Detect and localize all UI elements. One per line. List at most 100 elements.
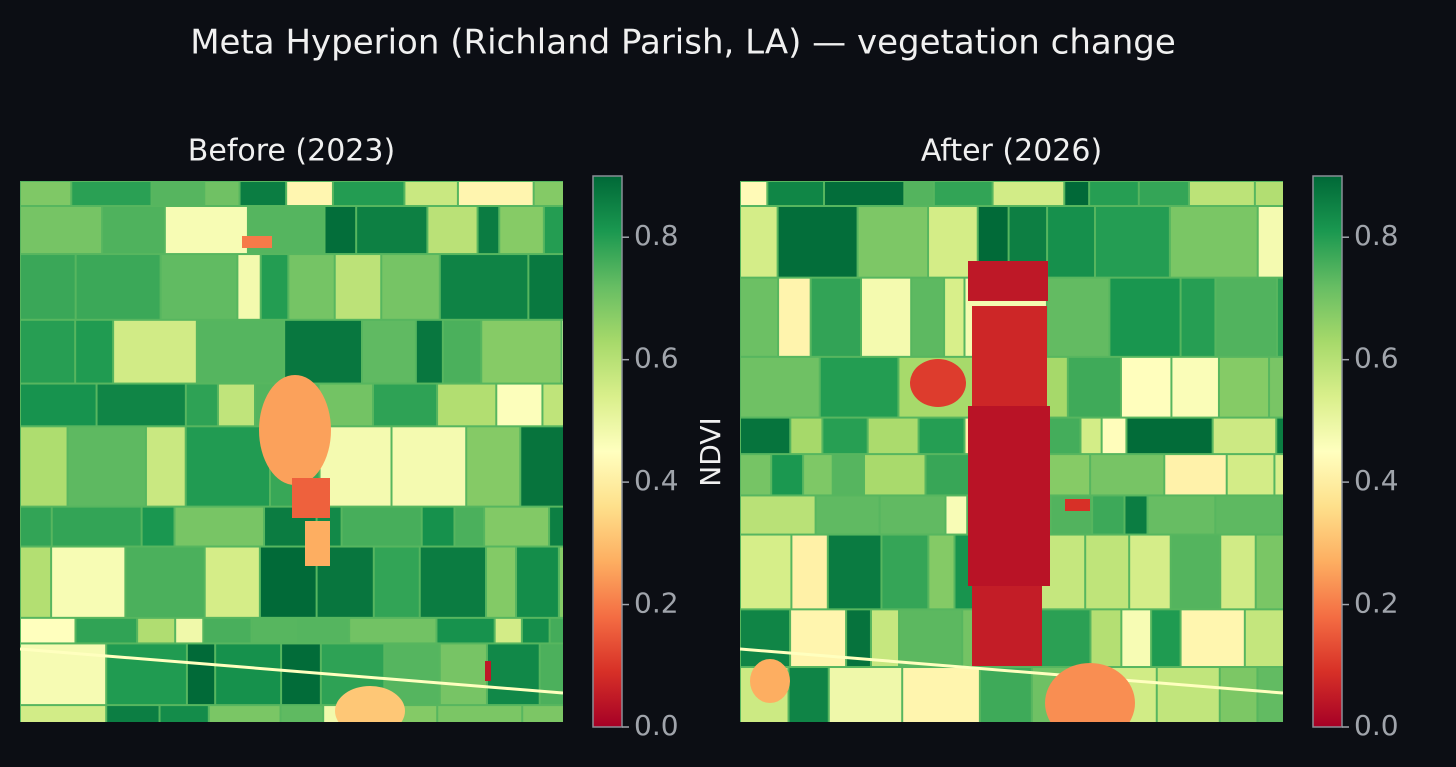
field (142, 507, 174, 546)
field (550, 507, 563, 546)
field (816, 496, 879, 534)
field (187, 644, 215, 705)
map-patch (335, 686, 405, 722)
field (919, 418, 964, 454)
field (828, 535, 881, 609)
field (521, 427, 563, 506)
colorbar-tick-label: 0.4 (1354, 464, 1399, 497)
field (21, 547, 51, 617)
field (1216, 496, 1281, 534)
ndvi-map (740, 181, 1283, 722)
field (285, 320, 362, 383)
field (373, 384, 437, 426)
field (768, 182, 824, 206)
field (333, 182, 404, 206)
field (197, 320, 284, 383)
field (205, 182, 239, 206)
map-patch (910, 359, 966, 407)
field (1245, 610, 1283, 667)
field (357, 207, 427, 254)
field (1121, 357, 1171, 417)
field (238, 255, 260, 319)
field (980, 668, 1031, 722)
field (1277, 418, 1283, 454)
field (405, 182, 457, 206)
field (534, 182, 563, 206)
field (240, 182, 286, 206)
field (1219, 357, 1269, 417)
map-patch (305, 521, 330, 566)
field (865, 455, 925, 495)
field (21, 427, 67, 506)
field (52, 507, 141, 546)
field (467, 427, 520, 506)
field (21, 507, 51, 546)
figure-title: Meta Hyperion (Richland Parish, LA) — ve… (190, 23, 1176, 63)
field (209, 706, 280, 722)
field (905, 182, 933, 206)
field (107, 644, 186, 705)
field (216, 644, 281, 705)
colorbar-tick-label: 0.2 (1354, 587, 1399, 620)
map-patch (485, 661, 491, 681)
field (428, 207, 477, 254)
colorbar (1312, 175, 1343, 728)
field (804, 455, 832, 495)
field (500, 207, 543, 254)
field (52, 547, 125, 617)
field (205, 547, 259, 617)
field (791, 418, 822, 454)
field (261, 255, 288, 319)
ndvi-map (20, 181, 563, 722)
field (1181, 278, 1215, 356)
field (422, 507, 454, 546)
field (152, 182, 204, 206)
field (1255, 182, 1283, 206)
field (126, 547, 204, 617)
field (900, 610, 962, 667)
field (1125, 496, 1147, 534)
map-patch (292, 478, 330, 518)
field (186, 427, 269, 506)
field (485, 507, 549, 546)
field (1139, 182, 1188, 206)
field (882, 535, 928, 609)
field (252, 618, 295, 643)
field (789, 668, 828, 722)
field (374, 547, 419, 617)
field (478, 207, 499, 254)
field (823, 418, 867, 454)
field (1068, 357, 1120, 417)
field (1170, 207, 1257, 277)
field (741, 418, 790, 454)
field (1095, 207, 1169, 277)
field (929, 535, 954, 609)
field (392, 427, 466, 506)
field (1122, 610, 1151, 667)
field (550, 618, 563, 643)
field (540, 644, 563, 705)
field (176, 618, 203, 643)
field (1216, 278, 1276, 356)
field (350, 618, 436, 643)
field (529, 255, 563, 319)
colorbar-tick-label: 0.0 (1354, 709, 1399, 742)
field (1189, 182, 1254, 206)
road (20, 647, 563, 695)
field (296, 618, 349, 643)
field (1127, 418, 1212, 454)
colorbar-tick-label: 0.8 (1354, 219, 1399, 252)
field (1093, 496, 1124, 534)
field (820, 357, 898, 417)
colorbar-tick-label: 0.0 (634, 709, 679, 742)
map-patch (968, 261, 1048, 301)
field (21, 182, 71, 206)
field (420, 547, 486, 617)
field (741, 610, 790, 667)
field (68, 427, 145, 506)
colorbar (592, 175, 623, 728)
field (1220, 668, 1257, 722)
field (437, 618, 494, 643)
field (741, 535, 791, 609)
